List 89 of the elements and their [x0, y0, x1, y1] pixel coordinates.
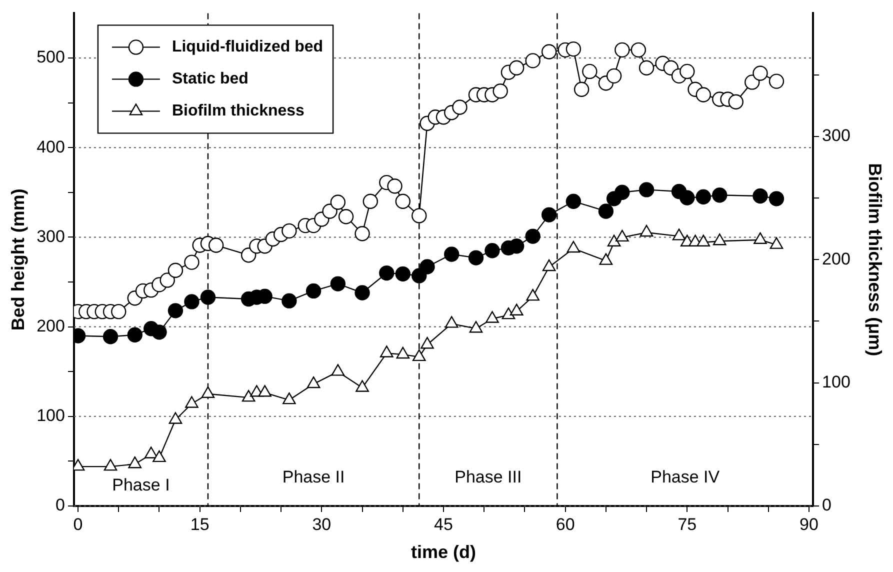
y-tick-label: 300 — [36, 226, 65, 246]
point — [356, 380, 369, 392]
point — [469, 320, 483, 333]
point — [680, 190, 695, 206]
point — [542, 259, 556, 272]
point — [752, 188, 768, 204]
x-tick-label: 45 — [434, 514, 453, 534]
point — [395, 266, 410, 282]
y2-tick-label: 300 — [822, 126, 850, 146]
y2-tick-label: 0 — [822, 496, 832, 515]
point — [282, 293, 297, 308]
point — [510, 304, 524, 316]
point — [672, 228, 686, 240]
point — [420, 259, 435, 274]
point — [306, 283, 322, 299]
point — [354, 285, 370, 300]
point — [484, 243, 500, 258]
x-tick-label: 0 — [73, 514, 83, 534]
legend-label: Liquid-fluidized bed — [172, 38, 324, 56]
point — [128, 456, 142, 468]
point — [770, 237, 784, 249]
y-tick-label: 500 — [36, 48, 65, 67]
point — [104, 458, 118, 471]
point — [638, 182, 654, 198]
point — [712, 234, 726, 246]
point — [444, 316, 458, 328]
point — [486, 311, 499, 323]
annotation: Phase IV — [650, 468, 720, 487]
point — [185, 396, 198, 408]
point — [614, 184, 630, 200]
y-tick-label: 400 — [36, 137, 65, 156]
point — [396, 346, 410, 359]
point — [420, 337, 434, 349]
x-tick-label: 90 — [800, 514, 818, 534]
y-tick-label: 100 — [36, 406, 65, 426]
point — [102, 329, 118, 344]
legend-label: Static bed — [172, 70, 248, 88]
y2-tick-label: 200 — [822, 249, 850, 268]
x-tick-label: 15 — [190, 514, 210, 534]
y-axis-title: Bed height (mm) — [8, 188, 28, 331]
point — [282, 392, 296, 404]
point — [754, 232, 767, 244]
point — [768, 191, 784, 206]
point — [607, 234, 621, 246]
point — [306, 376, 320, 388]
point — [444, 246, 460, 262]
point — [541, 207, 557, 222]
point — [599, 253, 613, 265]
point — [242, 390, 256, 402]
annotation: Phase III — [454, 468, 522, 487]
point — [640, 224, 654, 237]
point — [152, 324, 167, 340]
annotation: Phase I — [112, 476, 170, 495]
point — [525, 228, 540, 244]
x-tick-label: 30 — [312, 514, 332, 534]
point — [696, 189, 711, 204]
point — [127, 327, 142, 342]
point — [566, 194, 582, 209]
x-axis-title: time (d) — [411, 542, 476, 562]
point — [468, 250, 484, 266]
point — [144, 446, 158, 458]
annotation: Phase II — [282, 468, 345, 487]
point — [380, 346, 394, 358]
y2-tick-label: 100 — [822, 372, 850, 392]
point — [412, 349, 426, 362]
x-tick-label: 75 — [678, 514, 697, 534]
point — [712, 187, 728, 203]
point — [168, 412, 182, 424]
point — [258, 385, 272, 397]
legend-label: Biofilm thickness — [172, 102, 305, 120]
point — [331, 364, 345, 376]
x-tick-label: 60 — [556, 514, 575, 534]
point — [152, 450, 166, 462]
point — [330, 276, 346, 292]
point — [168, 303, 184, 318]
point — [526, 288, 540, 301]
point — [502, 307, 516, 320]
point — [412, 268, 427, 284]
y-tick-label: 0 — [55, 496, 65, 515]
point — [201, 386, 215, 398]
point — [379, 265, 394, 281]
point — [566, 240, 580, 253]
point — [696, 234, 710, 246]
point — [598, 204, 614, 219]
point — [200, 290, 216, 305]
y2-axis-title: Biofilm thickness (μm) — [865, 163, 886, 356]
y-tick-label: 200 — [36, 316, 65, 336]
point — [184, 294, 200, 310]
point — [616, 230, 629, 242]
